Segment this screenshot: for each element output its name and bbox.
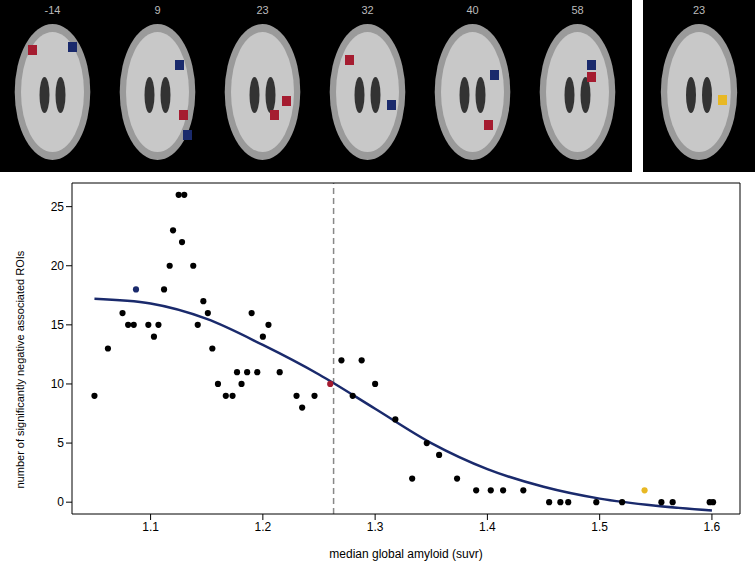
svg-text:1.6: 1.6 <box>704 520 721 534</box>
svg-text:1.5: 1.5 <box>591 520 608 534</box>
svg-text:0: 0 <box>57 495 64 509</box>
svg-text:1.1: 1.1 <box>142 520 159 534</box>
svg-text:1.4: 1.4 <box>479 520 496 534</box>
svg-text:10: 10 <box>51 377 65 391</box>
svg-text:58: 58 <box>571 4 583 16</box>
svg-text:40: 40 <box>466 4 478 16</box>
svg-text:median global amyloid (suvr): median global amyloid (suvr) <box>329 547 482 561</box>
svg-text:1.3: 1.3 <box>367 520 384 534</box>
svg-text:1.2: 1.2 <box>255 520 272 534</box>
svg-text:23: 23 <box>693 4 705 16</box>
svg-text:25: 25 <box>51 200 65 214</box>
svg-text:5: 5 <box>57 436 64 450</box>
svg-text:9: 9 <box>154 4 160 16</box>
svg-text:23: 23 <box>256 4 268 16</box>
svg-text:-14: -14 <box>45 4 61 16</box>
svg-text:15: 15 <box>51 318 65 332</box>
svg-text:20: 20 <box>51 259 65 273</box>
svg-text:number of significantly negati: number of significantly negative associa… <box>14 250 26 488</box>
svg-text:32: 32 <box>361 4 373 16</box>
